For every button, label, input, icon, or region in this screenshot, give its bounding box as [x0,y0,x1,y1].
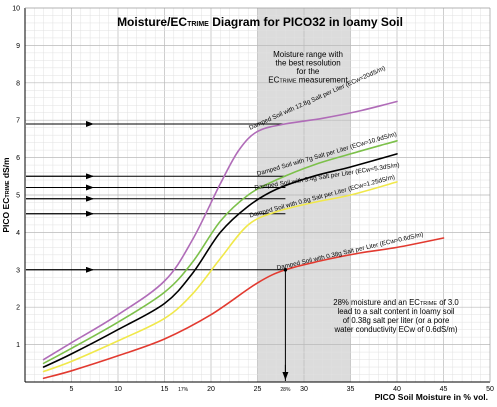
series-line [42,181,398,373]
x-tick-label: 50 [486,386,494,393]
series-line [42,100,398,361]
y-tick-label: 4 [16,230,20,237]
x-axis-title: PICO Soil Moisture in % vol. [375,392,488,402]
y-tick-label: 10 [12,6,20,13]
x-tick-label: 5 [70,386,74,393]
y-tick-label: 8 [16,80,20,87]
x-tick-label: 25 [254,386,262,393]
band-text-line: Moisture range with [273,50,343,59]
x-tick-label: 15 [161,386,169,393]
x-tick-label: 10 [114,386,122,393]
y-tick-label: 3 [16,267,20,274]
series-line [42,237,445,380]
chart-title: Moisture/ECTRIME Diagram for PICO32 in l… [117,15,403,29]
series-line [42,140,398,365]
band-text-line: ECTRIME measurement [268,76,348,85]
reading-point [283,268,288,272]
grid-layer [25,8,490,382]
y-axis-title: PICO ECTRIME dS/m [1,157,11,233]
x-tick-label: 20 [207,386,215,393]
band-text-line: for the [297,67,320,76]
annotation-line: lead to a salt content in loamy soil [337,307,454,316]
series-line [42,153,398,368]
y-tick-label: 9 [16,43,20,50]
x-tick-label: 45 [440,386,448,393]
annotation-line: of 0.38g salt per liter (or a pore [343,316,450,325]
y-tick-label: 2 [16,305,20,312]
x-extra-tick-label: 17% [178,387,189,393]
x-extra-tick-label: 28% [280,387,291,393]
x-tick-label: 40 [393,386,401,393]
band-text-line: the best resolution [275,59,340,68]
y-tick-label: 1 [16,342,20,349]
x-tick-label: 35 [347,386,355,393]
annotation-line: 28% moisture and an ECTRIME of 3.0 [333,298,459,307]
series-layer [42,100,445,380]
x-tick-label: 30 [300,386,308,393]
y-tick-label: 5 [16,193,20,200]
annotation-line: water conductivity ECw of 0.6dS/m) [333,325,457,334]
y-tick-label: 6 [16,155,20,162]
y-tick-label: 7 [16,118,20,125]
